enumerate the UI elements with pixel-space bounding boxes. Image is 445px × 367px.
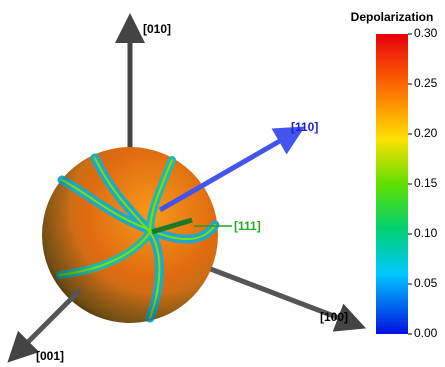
colorbar-tick-label: 0.30 [414,26,438,40]
axis-label: [110] [291,120,318,134]
axes-front [7,126,305,363]
colorbar-tick-label: 0.00 [414,326,438,340]
colorbar [376,34,408,334]
axis-label: [001] [36,349,64,363]
colorbar-tick-label: 0.05 [414,276,438,290]
colorbar-tick-label: 0.15 [414,176,438,190]
axes-back [115,13,367,332]
axis-label: [100] [320,310,348,324]
sphere [42,147,220,323]
axis-label: [010] [143,22,171,36]
colorbar-tick-label: 0.25 [414,76,438,90]
colorbar-tick-label: 0.10 [414,226,438,240]
axis-label: [111] [234,219,261,233]
colorbar-tick-label: 0.20 [414,126,438,140]
colorbar-title: Depolarization [351,10,434,24]
